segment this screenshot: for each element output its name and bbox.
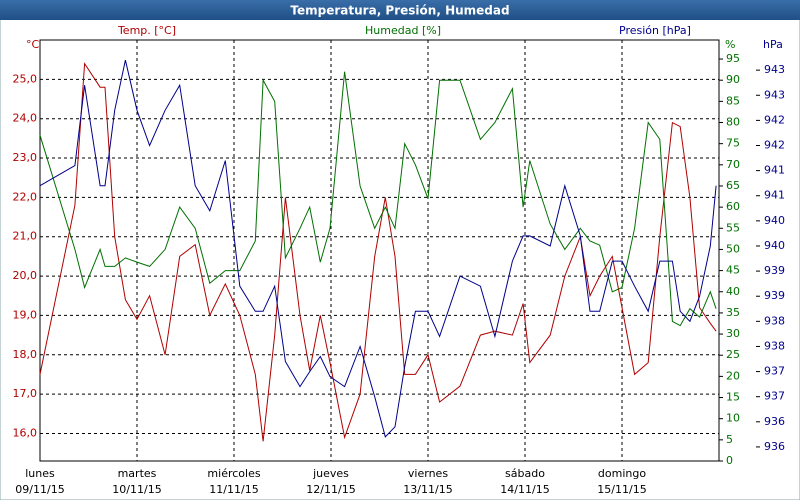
y-tick-label: 18,0	[13, 348, 38, 361]
legend-entry: Temp. [°C]	[117, 24, 176, 37]
y3-tick-label: 939	[764, 264, 785, 277]
y2-tick-label: 5	[726, 433, 733, 446]
y2-tick-label: 60	[726, 200, 740, 213]
y-tick-label: 17,0	[13, 387, 38, 400]
y2-tick-label: 25	[726, 348, 740, 361]
y2-tick-label: 65	[726, 179, 740, 192]
y3-tick-label: 937	[764, 390, 785, 403]
y2-tick-label: 45	[726, 264, 740, 277]
y3-tick-label: 941	[764, 189, 785, 202]
y2-tick-label: 70	[726, 158, 740, 171]
y2-tick-label: 75	[726, 137, 740, 150]
x-tick-label: lunes	[25, 467, 55, 480]
y2-tick-label: 20	[726, 369, 740, 382]
y3-tick-label: 936	[764, 440, 785, 453]
y2-tick-label: 40	[726, 285, 740, 298]
y3-tick-label: 938	[764, 314, 785, 327]
plot-area	[39, 39, 720, 462]
y-tick-label: 22,0	[13, 190, 38, 203]
chart-title: Temperatura, Presión, Humedad	[290, 4, 509, 18]
y2-tick-label: 80	[726, 116, 740, 129]
x-tick-date: 15/11/15	[597, 483, 646, 496]
y3-unit: hPa	[763, 38, 783, 51]
y2-tick-label: 0	[726, 454, 733, 467]
y2-tick-label: 85	[726, 94, 740, 107]
title-bar	[0, 0, 800, 20]
y2-tick-label: 50	[726, 242, 740, 255]
legend-entry: Presión [hPa]	[619, 24, 691, 37]
legend-entry: Humedad [%]	[365, 24, 441, 37]
x-tick-label: viernes	[408, 467, 448, 480]
y3-tick-label: 943	[764, 63, 785, 76]
y3-tick-label: 937	[764, 365, 785, 378]
x-tick-date: 10/11/15	[112, 483, 161, 496]
y-tick-label: 21,0	[13, 230, 38, 243]
y3-tick-label: 942	[764, 139, 785, 152]
y2-tick-label: 15	[726, 391, 740, 404]
y2-tick-label: 90	[726, 73, 740, 86]
x-tick-label: jueves	[312, 467, 349, 480]
y-tick-label: 24,0	[13, 112, 38, 125]
y3-tick-label: 936	[764, 415, 785, 428]
y-tick-label: 19,0	[13, 308, 38, 321]
series-line	[39, 71, 717, 327]
y3-tick-label: 943	[764, 88, 785, 101]
x-tick-label: martes	[118, 467, 157, 480]
x-tick-label: domingo	[598, 467, 646, 480]
x-tick-label: miércoles	[207, 467, 260, 480]
y-tick-label: 25,0	[13, 72, 38, 85]
x-tick-date: 13/11/15	[403, 483, 452, 496]
y2-tick-label: 10	[726, 412, 740, 425]
y-unit: °C	[26, 38, 40, 51]
x-tick-label: sábado	[505, 467, 545, 480]
x-tick-date: 12/11/15	[306, 483, 355, 496]
y3-tick-label: 938	[764, 339, 785, 352]
y3-tick-label: 940	[764, 239, 785, 252]
y-tick-label: 20,0	[13, 269, 38, 282]
y3-tick-label: 941	[764, 164, 785, 177]
x-tick-date: 09/11/15	[15, 483, 64, 496]
y2-tick-label: 35	[726, 306, 740, 319]
y2-tick-label: 95	[726, 52, 740, 65]
x-tick-date: 14/11/15	[500, 483, 549, 496]
x-tick-date: 11/11/15	[209, 483, 258, 496]
y2-unit: %	[725, 38, 735, 51]
y2-tick-label: 55	[726, 221, 740, 234]
series-line	[39, 59, 717, 438]
y3-tick-label: 940	[764, 214, 785, 227]
series-line	[39, 62, 717, 442]
y-tick-label: 23,0	[13, 151, 38, 164]
y2-tick-label: 30	[726, 327, 740, 340]
y-tick-label: 16,0	[13, 426, 38, 439]
y3-tick-label: 942	[764, 113, 785, 126]
y3-tick-label: 939	[764, 289, 785, 302]
